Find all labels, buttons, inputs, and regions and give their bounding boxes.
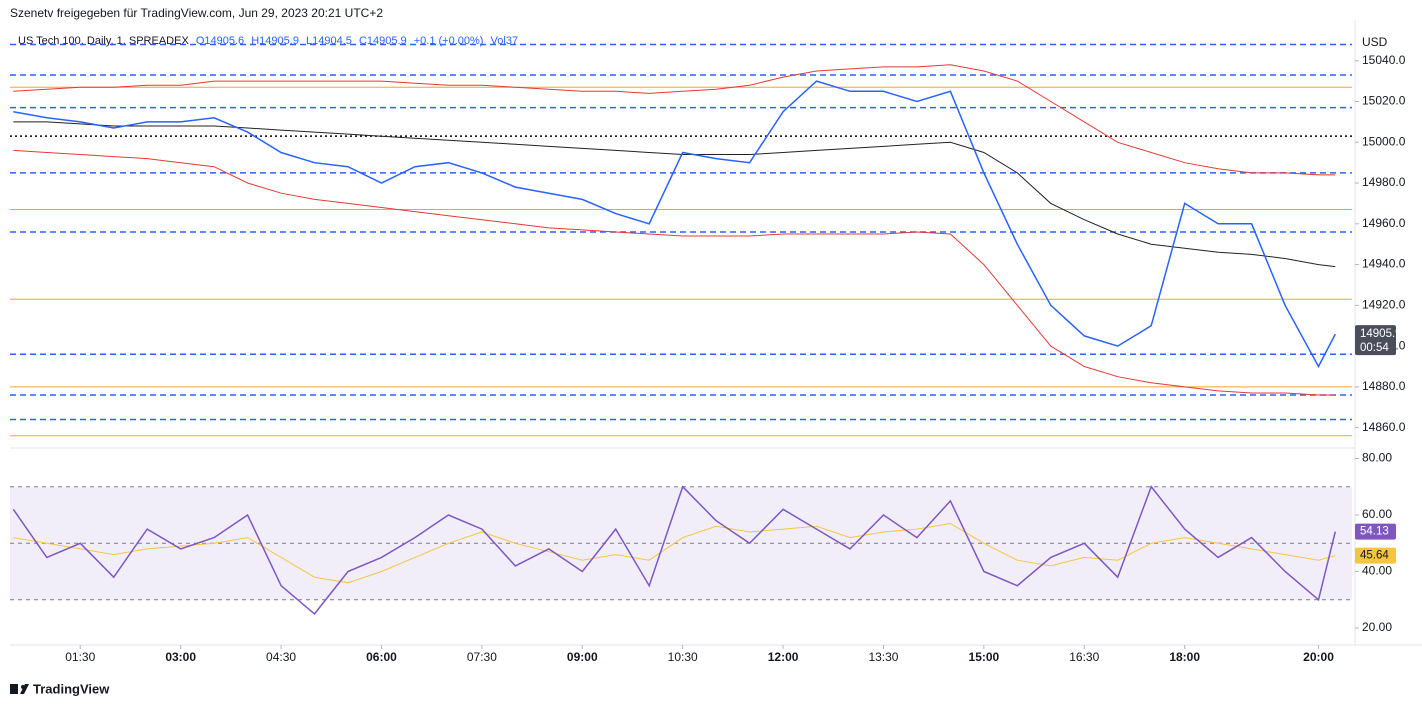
y-tick-label: 14880.0 — [1362, 379, 1406, 393]
series-line — [13, 80, 1336, 369]
x-tick-label: 20:00 — [1303, 650, 1334, 664]
logo — [10, 684, 29, 694]
x-tick-label: 15:00 — [969, 650, 1000, 664]
x-tick-label: 09:00 — [567, 650, 598, 664]
last-value-tag — [1355, 547, 1396, 564]
series-line — [12, 485, 1337, 615]
x-tick-label: 07:30 — [467, 650, 497, 664]
y-tick-label: 60.00 — [1362, 507, 1392, 521]
header-title: Szenetv freigegeben für TradingView.com,… — [10, 6, 384, 20]
last-value-tag — [1355, 325, 1396, 356]
x-tick-label: 18:00 — [1169, 650, 1200, 664]
y-tick-label: 15000.0 — [1362, 134, 1406, 148]
series-line — [13, 522, 1336, 584]
series-line — [13, 149, 1336, 396]
x-tick-label: 10:30 — [668, 650, 698, 664]
x-tick-label: 12:00 — [768, 650, 799, 664]
y-tick-label: 20.00 — [1362, 620, 1392, 634]
y-tick-label: 14920.0 — [1362, 298, 1406, 312]
y-tick-label: 15020.0 — [1362, 94, 1406, 108]
y-tick-label: 15040.0 — [1362, 53, 1406, 67]
series-line — [13, 121, 1336, 268]
y-tick-label: 80.00 — [1362, 451, 1392, 465]
last-value-label: 14905.9 — [1360, 328, 1402, 340]
x-tick-label: 16:30 — [1069, 650, 1099, 664]
countdown: 00:54 — [1360, 342, 1389, 354]
x-tick-label: 03:00 — [165, 650, 196, 664]
x-tick-label: 13:30 — [868, 650, 898, 664]
x-tick-label: 06:00 — [366, 650, 397, 664]
rsi-band — [10, 486, 1352, 600]
series-line — [13, 64, 1336, 176]
x-tick-label: 04:30 — [266, 650, 296, 664]
last-value-tag — [1355, 523, 1396, 540]
price-unit: USD — [1362, 35, 1388, 49]
x-tick-label: 01:30 — [65, 650, 95, 664]
y-tick-label: 14960.0 — [1362, 216, 1406, 230]
last-value-label: 54.13 — [1360, 526, 1389, 538]
y-tick-label: 14980.0 — [1362, 175, 1406, 189]
y-tick-label: 14860.0 — [1362, 420, 1406, 434]
y-tick-label: 14940.0 — [1362, 257, 1406, 271]
y-tick-label: 40.00 — [1362, 564, 1392, 578]
last-value-label: 45.64 — [1360, 550, 1389, 562]
footer-brand: TradingView — [33, 681, 110, 696]
